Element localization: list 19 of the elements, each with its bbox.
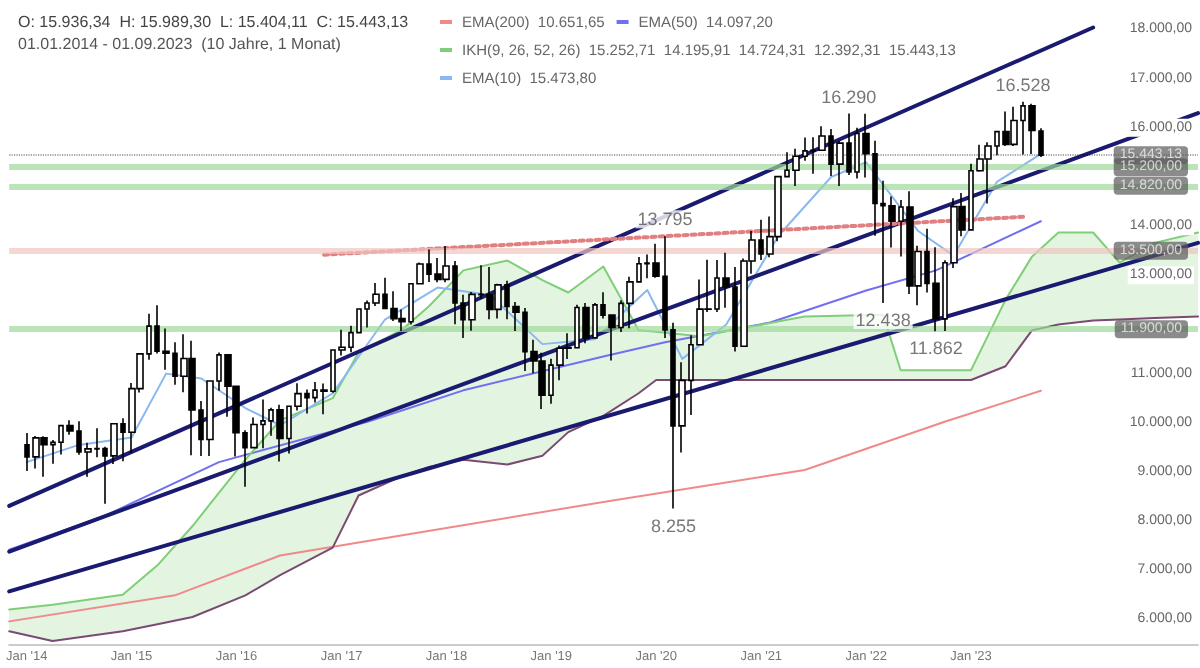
- candlestick: [582, 302, 590, 344]
- text: 01.01.2014 - 01.09.2023 (10 Jahre, 1 Monat): [18, 35, 342, 53]
- line-series: [25, 152, 1042, 464]
- candlestick: [276, 403, 284, 463]
- annotation: 16.528: [995, 74, 1051, 95]
- candlestick: [1028, 103, 1036, 155]
- line-series: [8, 389, 1042, 623]
- candlestick: [1002, 110, 1010, 147]
- text: O: 15.936,34 H: 15.989,30 L: 15.404,11 C: 15.443,13: [18, 13, 410, 31]
- line-series: [8, 315, 1199, 643]
- annotation: 16.290: [821, 86, 877, 107]
- candlestick: [40, 435, 48, 478]
- annotation: 13.795: [637, 209, 693, 230]
- annotation: 11.862: [909, 338, 963, 359]
- candlestick: [188, 339, 196, 457]
- candlestick: [32, 435, 40, 470]
- candlestick: [1010, 106, 1018, 147]
- candlestick: [486, 266, 494, 321]
- annotation: 8.255: [650, 515, 696, 536]
